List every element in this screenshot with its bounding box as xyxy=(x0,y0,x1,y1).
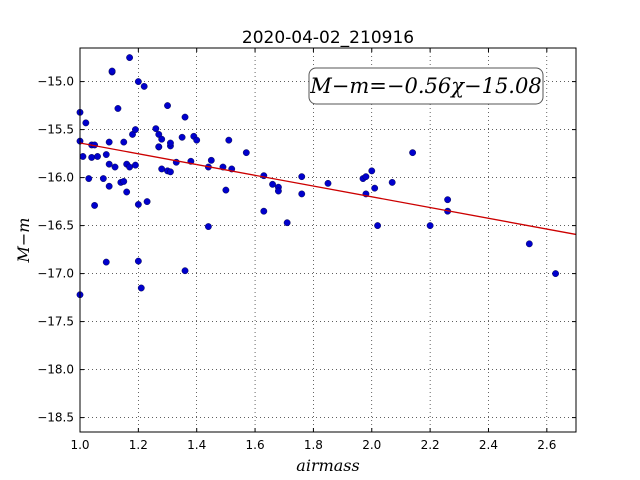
y-axis-label: M−m xyxy=(14,218,33,264)
data-point xyxy=(120,138,128,146)
data-point xyxy=(225,136,233,144)
y-tick-label: −18.5 xyxy=(37,411,74,425)
data-point xyxy=(134,201,142,208)
x-axis-label: airmass xyxy=(296,456,359,475)
y-tick-label: −17.5 xyxy=(37,315,74,329)
data-point xyxy=(111,163,119,171)
data-point xyxy=(105,160,113,168)
fit-line xyxy=(79,142,577,236)
data-point xyxy=(126,54,134,61)
data-points xyxy=(76,54,559,299)
data-point xyxy=(134,257,142,265)
fit-equation-box: M−m=−0.56χ−15.08 xyxy=(308,67,544,105)
data-point xyxy=(371,184,379,192)
fit-line-group xyxy=(79,142,577,236)
data-point xyxy=(388,178,396,186)
data-point xyxy=(102,151,110,158)
data-point xyxy=(126,163,134,171)
data-point xyxy=(260,207,268,215)
data-point xyxy=(132,161,139,169)
data-point xyxy=(298,173,306,181)
data-point xyxy=(108,67,116,75)
data-point xyxy=(178,133,186,141)
data-point xyxy=(134,78,142,86)
axis-ticks: 1.0 1.2 1.4 1.6 1.8 2.0 2.2 2.4 2.6 −15.0 −15.5 −16… xyxy=(37,48,576,452)
data-point xyxy=(269,180,276,188)
data-point xyxy=(99,175,107,182)
data-point xyxy=(181,113,189,121)
y-tick-label: −16.5 xyxy=(37,219,74,233)
data-point xyxy=(274,187,282,195)
data-point xyxy=(164,102,171,110)
x-tick-label: 2.2 xyxy=(421,438,440,452)
chart-title: 2020-04-02_210916 xyxy=(242,28,414,48)
x-tick-label: 1.4 xyxy=(187,438,206,452)
data-point xyxy=(207,156,215,164)
data-point xyxy=(167,139,174,147)
data-point xyxy=(374,222,381,230)
data-point xyxy=(82,119,90,127)
y-tick-label: −16.0 xyxy=(37,171,74,185)
data-point xyxy=(94,153,101,160)
y-tick-label: −17.0 xyxy=(37,267,74,281)
data-point xyxy=(362,173,370,181)
data-point xyxy=(222,186,230,194)
data-point xyxy=(242,149,250,157)
data-point xyxy=(409,149,417,157)
data-point xyxy=(155,143,163,151)
data-point xyxy=(120,178,128,185)
data-point xyxy=(140,83,148,90)
data-point xyxy=(204,223,212,230)
data-point xyxy=(85,175,93,182)
plot-frame xyxy=(79,47,577,433)
data-point xyxy=(283,219,291,227)
data-point xyxy=(88,154,96,161)
data-point xyxy=(167,168,174,176)
data-point xyxy=(105,182,113,190)
data-point xyxy=(193,136,201,144)
data-point xyxy=(137,284,145,292)
data-point xyxy=(324,179,332,187)
data-point xyxy=(525,240,533,248)
data-point xyxy=(123,188,131,196)
y-tick-label: −18.0 xyxy=(37,363,74,377)
fit-equation: M−m=−0.56χ−15.08 xyxy=(309,74,541,98)
y-tick-label: −15.0 xyxy=(37,75,74,89)
grid-lines xyxy=(79,48,576,432)
x-tick-label: 1.2 xyxy=(129,438,148,452)
data-point xyxy=(132,126,139,134)
data-point xyxy=(102,258,110,266)
x-tick-label: 1.8 xyxy=(304,438,323,452)
data-point xyxy=(152,125,160,133)
data-point xyxy=(368,167,376,175)
y-tick-label: −15.5 xyxy=(37,123,74,137)
x-tick-label: 2.6 xyxy=(537,438,556,452)
equation-box-border xyxy=(308,67,544,105)
x-tick-label: 1.6 xyxy=(246,438,265,452)
data-point xyxy=(158,165,166,173)
data-point xyxy=(426,222,434,230)
data-point xyxy=(91,202,98,209)
data-point xyxy=(181,267,189,275)
data-point xyxy=(552,270,559,277)
data-point xyxy=(444,196,452,204)
x-tick-label: 1.0 xyxy=(70,438,89,452)
x-tick-label: 2.4 xyxy=(479,438,498,452)
data-point xyxy=(143,198,151,206)
data-point xyxy=(298,190,306,198)
data-point xyxy=(158,135,166,143)
data-point xyxy=(105,138,113,146)
data-point xyxy=(114,105,122,112)
data-point xyxy=(79,153,87,160)
x-tick-label: 2.0 xyxy=(362,438,381,452)
